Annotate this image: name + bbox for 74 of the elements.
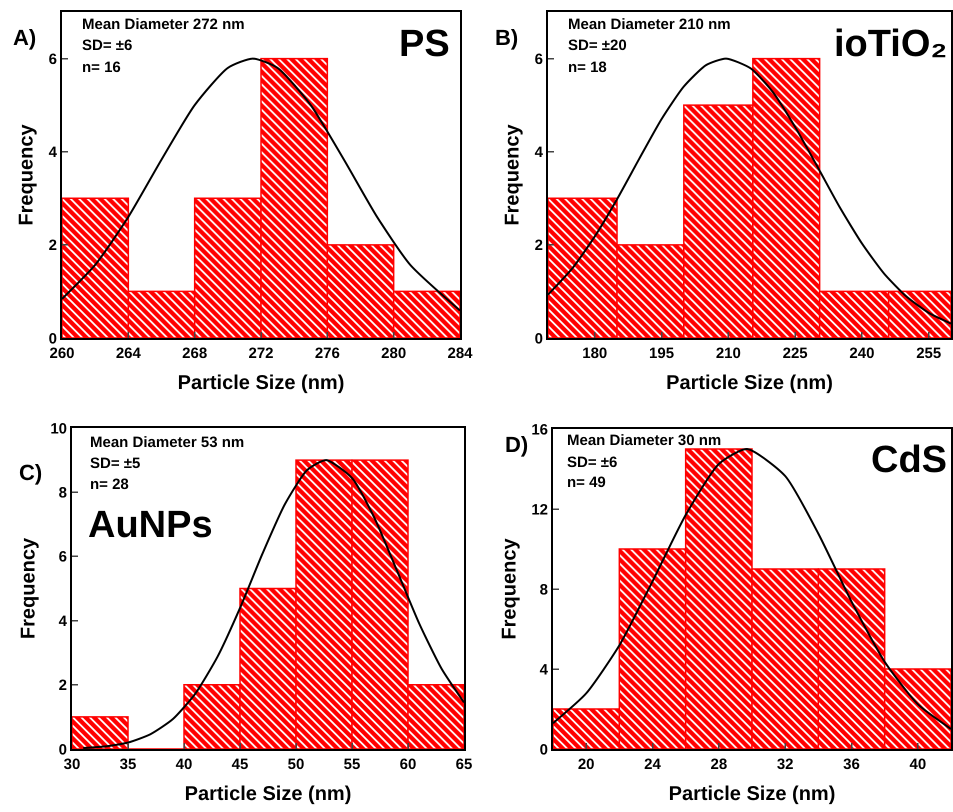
text: B) (495, 25, 518, 50)
y-tick-label: 0 (534, 330, 543, 348)
text: D) (505, 432, 528, 457)
y-tick-label: 4 (48, 144, 58, 161)
annotation: n= 18 (568, 59, 607, 76)
annotation: Mean Diameter 30 nm (567, 432, 722, 449)
annotation: CdS (871, 439, 947, 481)
y-tick-label: 8 (540, 581, 548, 598)
y-tick-label: 4 (540, 661, 549, 678)
y-tick-label: 2 (58, 677, 67, 694)
y-tick-label: 4 (534, 144, 544, 161)
x-axis-title: Particle Size (nm) (178, 372, 344, 394)
x-tick-label: 55 (344, 756, 360, 773)
x-axis-title: Particle Size (nm) (668, 783, 836, 805)
y-tick-label: 6 (48, 50, 57, 68)
x-tick-label: 195 (649, 345, 674, 362)
x-tick-label: 240 (849, 345, 874, 362)
annotation: Mean Diameter 272 nm (82, 16, 245, 33)
x-tick-label: 50 (288, 756, 304, 773)
y-tick-label: 0 (48, 330, 57, 348)
text: C) (19, 460, 42, 485)
annotation: SD= ±6 (567, 454, 618, 471)
x-tick-label: 284 (447, 345, 474, 362)
annotation: AuNPs (88, 504, 213, 546)
x-tick-label: 272 (248, 345, 274, 362)
annotation: SD= ±5 (90, 455, 140, 472)
y-tick-label: 6 (534, 50, 543, 68)
y-tick-label: 4 (58, 612, 68, 630)
x-tick-label: 280 (381, 345, 406, 362)
x-tick-label: 32 (776, 756, 794, 773)
x-tick-label: 65 (456, 756, 472, 773)
y-tick-label: 12 (531, 501, 548, 518)
annotation: Mean Diameter 210 nm (568, 16, 731, 33)
x-tick-label: 24 (644, 756, 662, 773)
annotation: PS (399, 23, 450, 65)
x-tick-label: 268 (182, 345, 208, 362)
x-tick-label: 45 (232, 756, 248, 773)
x-tick-label: 210 (716, 345, 741, 362)
annotation: ioTiO₂ (834, 23, 948, 65)
annotation: SD= ±6 (82, 37, 132, 54)
x-axis-title: Particle Size (nm) (184, 783, 352, 805)
y-axis-title: Frequency (16, 124, 38, 226)
x-tick-label: 30 (64, 756, 80, 773)
x-tick-label: 28 (710, 756, 728, 773)
x-tick-label: 20 (578, 756, 595, 773)
x-tick-label: 264 (116, 345, 142, 362)
x-tick-label: 35 (120, 756, 136, 773)
x-tick-label: 276 (314, 345, 340, 362)
y-tick-label: 0 (540, 741, 548, 758)
x-tick-label: 40 (909, 756, 926, 773)
annotation: n= 28 (90, 476, 129, 493)
x-tick-label: 36 (843, 756, 860, 773)
y-axis-title: Frequency (498, 538, 520, 640)
text: A) (13, 25, 36, 50)
annotation: n= 16 (82, 59, 121, 76)
annotation: n= 49 (567, 474, 606, 491)
x-tick-label: 180 (582, 345, 608, 362)
x-axis-title: Particle Size (nm) (666, 372, 833, 394)
annotation: SD= ±20 (568, 37, 627, 54)
x-tick-label: 260 (49, 345, 75, 362)
y-axis-title: Frequency (502, 124, 524, 226)
y-tick-label: 8 (58, 484, 67, 502)
x-tick-label: 60 (400, 756, 416, 773)
y-tick-label: 0 (58, 741, 67, 758)
x-tick-label: 255 (916, 345, 942, 362)
y-tick-label: 10 (50, 420, 67, 438)
annotation: Mean Diameter 53 nm (90, 434, 244, 451)
y-tick-label: 2 (48, 237, 57, 254)
y-axis-title: Frequency (17, 537, 40, 640)
y-tick-label: 6 (58, 548, 67, 566)
x-tick-label: 40 (176, 756, 192, 773)
y-tick-label: 16 (531, 421, 548, 438)
x-tick-label: 225 (782, 345, 808, 362)
y-tick-label: 2 (534, 237, 543, 254)
